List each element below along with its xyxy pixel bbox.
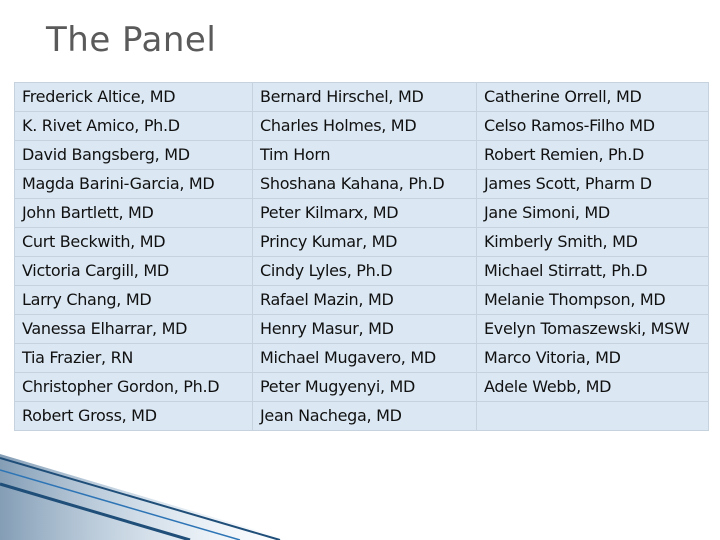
table-cell: Robert Gross, MD bbox=[14, 401, 253, 431]
table-cell: Jane Simoni, MD bbox=[476, 198, 709, 228]
table-cell: Peter Kilmarx, MD bbox=[252, 198, 477, 228]
table-row: Robert Gross, MD Jean Nachega, MD bbox=[14, 401, 709, 431]
table-cell: Magda Barini-Garcia, MD bbox=[14, 169, 253, 199]
table-cell: Henry Masur, MD bbox=[252, 314, 477, 344]
table-cell: Jean Nachega, MD bbox=[252, 401, 477, 431]
table-row: Vanessa Elharrar, MD Henry Masur, MD Evely… bbox=[14, 314, 709, 344]
table-cell: Christopher Gordon, Ph.D bbox=[14, 372, 253, 402]
table-row: K. Rivet Amico, Ph.D Charles Holmes, MD Ce… bbox=[14, 111, 709, 141]
table-row: David Bangsberg, MD Tim Horn Robert Remien… bbox=[14, 140, 709, 170]
table-row: Tia Frazier, RN Michael Mugavero, MD Marco… bbox=[14, 343, 709, 373]
table-cell: Robert Remien, Ph.D bbox=[476, 140, 709, 170]
table-cell: Michael Mugavero, MD bbox=[252, 343, 477, 373]
table-cell: Marco Vitoria, MD bbox=[476, 343, 709, 373]
slide-title: The Panel bbox=[46, 20, 217, 60]
table-cell: Peter Mugyenyi, MD bbox=[252, 372, 477, 402]
table-row: John Bartlett, MD Peter Kilmarx, MD Jane S… bbox=[14, 198, 709, 228]
table-cell: David Bangsberg, MD bbox=[14, 140, 253, 170]
table-cell: Adele Webb, MD bbox=[476, 372, 709, 402]
table-row: Victoria Cargill, MD Cindy Lyles, Ph.D Mic… bbox=[14, 256, 709, 286]
table-cell: Michael Stirratt, Ph.D bbox=[476, 256, 709, 286]
table-row: Frederick Altice, MD Bernard Hirschel, MD… bbox=[14, 82, 709, 112]
table-cell: Catherine Orrell, MD bbox=[476, 82, 709, 112]
table-cell: Melanie Thompson, MD bbox=[476, 285, 709, 315]
panel-table: Frederick Altice, MD Bernard Hirschel, MD… bbox=[14, 82, 709, 431]
table-cell: Celso Ramos-Filho MD bbox=[476, 111, 709, 141]
table-cell: Curt Beckwith, MD bbox=[14, 227, 253, 257]
table-cell: Vanessa Elharrar, MD bbox=[14, 314, 253, 344]
table-row: Larry Chang, MD Rafael Mazin, MD Melanie T… bbox=[14, 285, 709, 315]
table-cell: Bernard Hirschel, MD bbox=[252, 82, 477, 112]
table-cell: Charles Holmes, MD bbox=[252, 111, 477, 141]
table-row: Magda Barini-Garcia, MD Shoshana Kahana, … bbox=[14, 169, 709, 199]
table-cell: Evelyn Tomaszewski, MSW bbox=[476, 314, 709, 344]
table-cell: John Bartlett, MD bbox=[14, 198, 253, 228]
table-cell: Larry Chang, MD bbox=[14, 285, 253, 315]
table-cell: Frederick Altice, MD bbox=[14, 82, 253, 112]
table-cell: James Scott, Pharm D bbox=[476, 169, 709, 199]
table-cell: Princy Kumar, MD bbox=[252, 227, 477, 257]
table-cell: Kimberly Smith, MD bbox=[476, 227, 709, 257]
table-cell bbox=[476, 401, 709, 431]
table-cell: Tia Frazier, RN bbox=[14, 343, 253, 373]
table-cell: Tim Horn bbox=[252, 140, 477, 170]
table-cell: Victoria Cargill, MD bbox=[14, 256, 253, 286]
table-row: Christopher Gordon, Ph.D Peter Mugyenyi, … bbox=[14, 372, 709, 402]
table-cell: K. Rivet Amico, Ph.D bbox=[14, 111, 253, 141]
table-row: Curt Beckwith, MD Princy Kumar, MD Kimberl… bbox=[14, 227, 709, 257]
table-cell: Shoshana Kahana, Ph.D bbox=[252, 169, 477, 199]
table-cell: Rafael Mazin, MD bbox=[252, 285, 477, 315]
table-cell: Cindy Lyles, Ph.D bbox=[252, 256, 477, 286]
decoration bbox=[0, 454, 290, 540]
